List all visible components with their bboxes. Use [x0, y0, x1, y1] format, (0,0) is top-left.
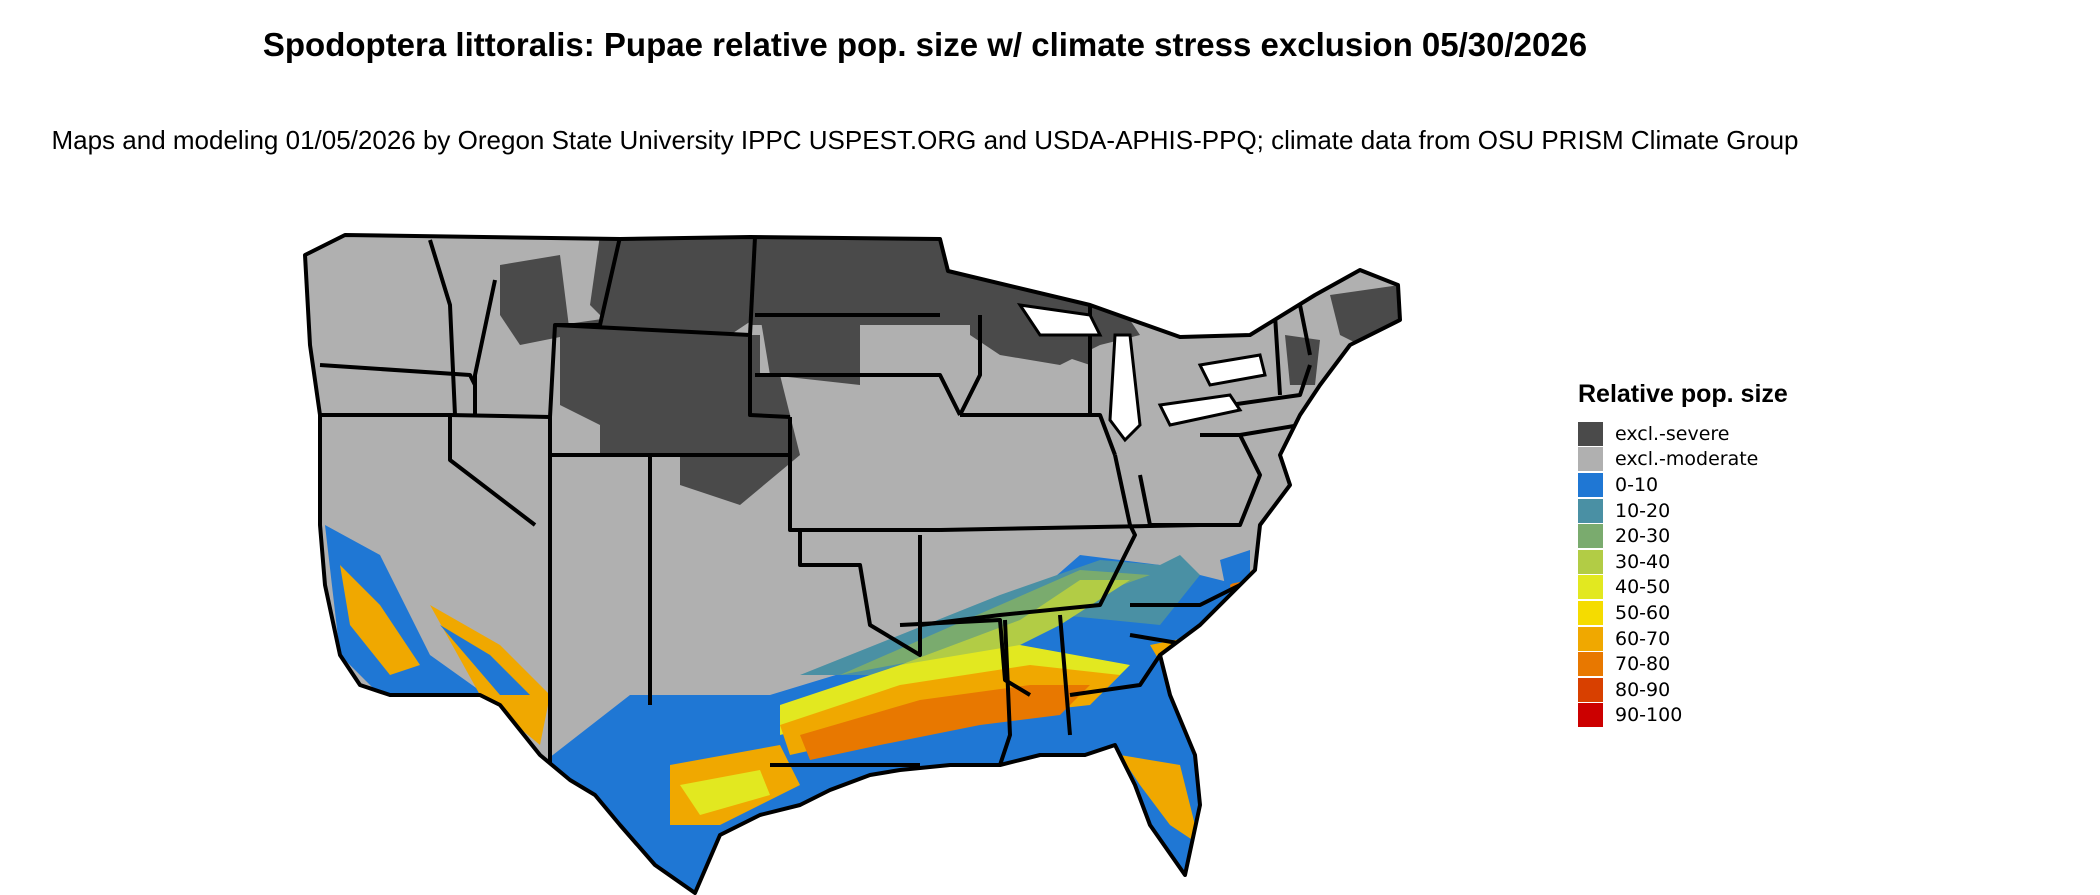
legend-item: 10-20	[1578, 498, 1788, 524]
map-subtitle: Maps and modeling 01/05/2026 by Oregon S…	[51, 125, 1799, 155]
legend-swatch	[1578, 447, 1603, 472]
legend-label: 50-60	[1615, 601, 1671, 624]
legend-swatch	[1578, 549, 1603, 574]
legend-item: 30-40	[1578, 549, 1788, 575]
map-title: Spodoptera littoralis: Pupae relative po…	[262, 26, 1588, 63]
legend-label: 70-80	[1615, 653, 1671, 676]
us-map	[303, 233, 1402, 895]
legend-items: excl.-severe excl.-moderate 0-10 10-20 2…	[1578, 421, 1788, 728]
legend-item: excl.-moderate	[1578, 447, 1788, 473]
legend-item: 80-90	[1578, 677, 1788, 703]
legend-label: excl.-moderate	[1615, 448, 1759, 471]
legend-label: 10-20	[1615, 499, 1671, 522]
us-outline	[303, 233, 1402, 895]
legend-label: excl.-severe	[1615, 422, 1730, 445]
legend-label: 20-30	[1615, 525, 1671, 548]
legend-swatch	[1578, 703, 1603, 728]
legend-swatch	[1578, 472, 1603, 497]
legend-item: 70-80	[1578, 651, 1788, 677]
legend-label: 30-40	[1615, 550, 1671, 573]
legend-swatch	[1578, 600, 1603, 625]
great-lakes	[1016, 303, 1267, 443]
legend-swatch	[1578, 575, 1603, 600]
legend-label: 80-90	[1615, 678, 1671, 701]
legend-item: excl.-severe	[1578, 421, 1788, 447]
legend-item: 40-50	[1578, 575, 1788, 601]
legend-swatch	[1578, 626, 1603, 651]
legend-item: 50-60	[1578, 600, 1788, 626]
legend-item: 20-30	[1578, 523, 1788, 549]
legend-label: 40-50	[1615, 576, 1671, 599]
legend-label: 0-10	[1615, 473, 1659, 496]
legend-label: 90-100	[1615, 704, 1683, 727]
legend-item: 90-100	[1578, 703, 1788, 729]
legend: Relative pop. size excl.-severe excl.-mo…	[1578, 380, 1788, 728]
legend-swatch	[1578, 421, 1603, 446]
legend-label: 60-70	[1615, 627, 1671, 650]
legend-item: 60-70	[1578, 626, 1788, 652]
legend-title: Relative pop. size	[1578, 380, 1788, 408]
legend-swatch	[1578, 524, 1603, 549]
legend-swatch	[1578, 652, 1603, 677]
state-boundaries	[319, 236, 1312, 767]
legend-swatch	[1578, 677, 1603, 702]
legend-swatch	[1578, 498, 1603, 523]
legend-item: 0-10	[1578, 472, 1788, 498]
